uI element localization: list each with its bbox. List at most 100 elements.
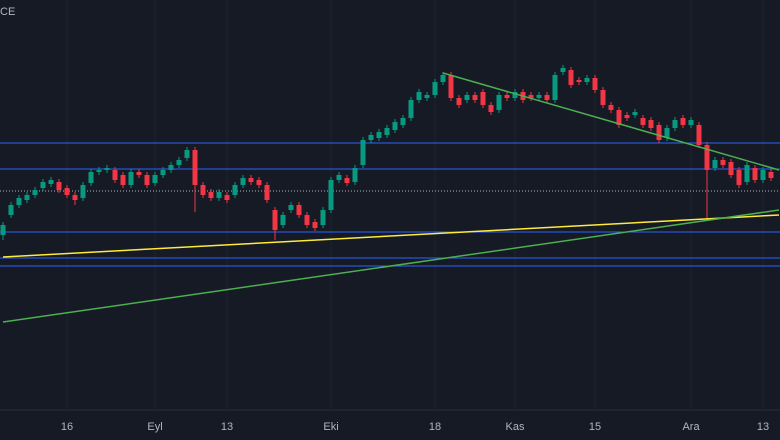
candle-body — [512, 92, 518, 98]
candle-body — [480, 92, 486, 105]
candle-body — [40, 182, 46, 188]
candle-body — [336, 175, 342, 180]
candle-body — [736, 170, 742, 185]
candle-body — [400, 118, 406, 125]
candle-body — [128, 172, 134, 185]
candle-body — [96, 170, 102, 172]
candle-body — [168, 165, 174, 170]
candle-body — [440, 75, 446, 82]
x-tick-label: Ara — [682, 421, 700, 433]
candle-body — [384, 128, 390, 135]
candle-body — [104, 168, 110, 170]
trend-line — [2, 209, 780, 323]
x-tick-label: 18 — [429, 421, 441, 433]
x-tick-label: 13 — [221, 421, 233, 433]
candle-body — [456, 98, 462, 105]
candle-body — [232, 185, 238, 195]
candle-body — [536, 95, 542, 98]
candle-body — [272, 210, 278, 230]
candle-body — [488, 105, 494, 112]
candle-body — [576, 80, 582, 82]
candle-body — [552, 75, 558, 100]
candle-body — [560, 68, 566, 72]
candle-body — [176, 160, 182, 165]
candle-body — [264, 185, 270, 200]
candle-body — [304, 215, 310, 225]
candle-body — [632, 112, 638, 115]
x-tick-label: Eki — [323, 421, 338, 433]
candle-body — [88, 172, 94, 183]
candle-body — [504, 95, 510, 98]
candle-body — [144, 175, 150, 185]
candle-body — [544, 95, 550, 100]
candle-body — [280, 215, 286, 225]
candle-body — [672, 120, 678, 128]
candle-body — [208, 192, 214, 198]
candle-body — [688, 120, 694, 125]
candle-body — [200, 185, 206, 195]
candle-body — [328, 180, 334, 210]
candle-body — [664, 128, 670, 138]
candle-body — [752, 168, 758, 180]
candle-body — [376, 132, 382, 138]
candle-body — [24, 195, 30, 200]
x-tick-label: 16 — [61, 421, 73, 433]
candle-body — [192, 150, 198, 185]
candle-body — [608, 105, 614, 110]
candle-body — [240, 178, 246, 185]
trend-line — [2, 214, 780, 258]
candle-body — [720, 160, 726, 165]
candle-body — [80, 185, 86, 198]
candle-body — [48, 180, 54, 184]
candle-body — [320, 210, 326, 225]
candle-body — [312, 222, 318, 228]
candle-body — [248, 178, 254, 182]
candle-body — [16, 198, 22, 205]
candle-body — [744, 165, 750, 182]
candle-body — [112, 170, 118, 180]
candle-body — [32, 190, 38, 195]
candle-body — [624, 115, 630, 118]
candle-body — [152, 175, 158, 183]
candle-body — [728, 162, 734, 175]
candle-body — [0, 225, 6, 235]
candle-body — [72, 195, 78, 200]
x-tick-label: Eyl — [147, 421, 162, 433]
candle-body — [408, 100, 414, 118]
trend-line — [442, 72, 780, 171]
candle-body — [64, 188, 70, 195]
candle-body — [592, 78, 598, 90]
candle-body — [392, 122, 398, 130]
candle-body — [416, 92, 422, 100]
x-tick-label: 15 — [589, 421, 601, 433]
candle-body — [424, 95, 430, 98]
candle-body — [528, 95, 534, 98]
candle-body — [712, 160, 718, 168]
candle-body — [360, 140, 366, 165]
candle-body — [616, 110, 622, 125]
candle-body — [120, 175, 126, 185]
candle-body — [640, 118, 646, 125]
candle-body — [600, 90, 606, 105]
candle-body — [136, 172, 142, 175]
candle-body — [8, 205, 14, 215]
candle-body — [696, 125, 702, 145]
candle-body — [680, 118, 686, 125]
candle-body — [584, 78, 590, 82]
x-tick-label: Kas — [506, 421, 525, 433]
candle-body — [656, 125, 662, 140]
candle-body — [216, 192, 222, 198]
candle-body — [56, 182, 62, 190]
x-tick-label: 13 — [757, 421, 769, 433]
candle-body — [496, 95, 502, 110]
symbol-title: CE — [0, 6, 15, 18]
candle-body — [760, 170, 766, 180]
candle-body — [288, 205, 294, 210]
candle-body — [224, 195, 230, 200]
candle-body — [352, 168, 358, 182]
candle-body — [704, 145, 710, 170]
candle-body — [296, 205, 302, 215]
candle-body — [160, 170, 166, 175]
